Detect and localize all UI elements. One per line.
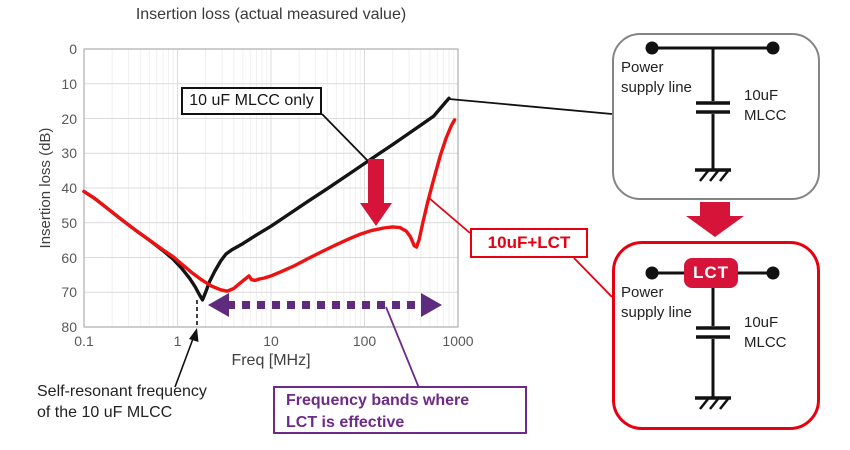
terminal-dot — [645, 41, 659, 55]
capacitor-label-top-line1: 10uF — [744, 87, 779, 104]
y-tick-label: 30 — [61, 145, 77, 162]
power-supply-label-bottom: Power supply line — [621, 283, 692, 323]
x-tick-label: 100 — [352, 333, 377, 349]
y-tick-label: 70 — [61, 284, 77, 301]
y-tick-label: 20 — [61, 110, 77, 127]
frequency-band-note-line1: Frequency bands where — [286, 392, 470, 409]
label-mlcc-plus-lct: 10uF+LCT — [470, 228, 588, 258]
terminal-dot — [645, 266, 659, 280]
x-tick-label: 1000 — [442, 333, 474, 349]
y-tick-label: 50 — [61, 214, 77, 231]
red-curve-to-label-connector — [428, 197, 471, 234]
mlcc-only-connector-line — [321, 113, 368, 161]
y-tick-label: 60 — [61, 249, 77, 266]
ground-hatch-icon — [699, 398, 709, 410]
capacitor-label-top-line2: MLCC — [744, 107, 787, 124]
frequency-band-arrow-left-head — [208, 293, 229, 317]
plot-border — [83, 48, 459, 328]
frequency-band-note: Frequency bands where LCT is effective — [273, 386, 527, 434]
y-tick-label: 80 — [61, 319, 77, 335]
self-resonant-note-line1: Self-resonant frequency — [37, 383, 207, 400]
self-resonant-note: Self-resonant frequency of the 10 uF MLC… — [37, 381, 207, 423]
black-curve-to-circuit-connector — [448, 98, 613, 115]
x-tick-label: 0.1 — [74, 333, 94, 349]
circuit-transition-arrow — [686, 202, 744, 237]
capacitor-label-top: 10uF MLCC — [744, 86, 787, 126]
self-resonant-annotation-arrow-line — [174, 335, 195, 388]
label-mlcc-only: 10 uF MLCC only — [181, 87, 322, 115]
label-to-red-circuit-connector — [573, 257, 613, 298]
y-tick-label: 10 — [61, 75, 77, 92]
lct-component-badge: LCT — [684, 258, 738, 288]
self-resonant-annotation-arrow-head — [189, 328, 199, 342]
x-tick-label: 1 — [173, 333, 182, 349]
capacitor-label-bottom-line1: 10uF — [744, 314, 779, 331]
ground-hatch-icon — [709, 170, 719, 182]
ground-hatch-icon — [709, 398, 719, 410]
power-supply-label-top-line2: supply line — [621, 79, 692, 96]
terminal-dot — [766, 266, 780, 280]
frequency-band-note-line2: LCT is effective — [286, 414, 405, 431]
band-arrow-to-purple-box-connector — [385, 306, 420, 389]
ground-hatch-icon — [719, 170, 729, 182]
frequency-band-arrow-right-head — [421, 293, 442, 317]
power-supply-label-top: Power supply line — [621, 58, 692, 98]
power-supply-label-bottom-line1: Power — [621, 284, 664, 301]
capacitor-label-bottom-line2: MLCC — [744, 334, 787, 351]
x-axis-title: Freq [MHz] — [231, 352, 311, 369]
capacitor-label-bottom: 10uF MLCC — [744, 313, 787, 353]
curve-mlcc-lct — [82, 118, 457, 293]
power-supply-label-bottom-line2: supply line — [621, 304, 692, 321]
ground-hatch-icon — [719, 398, 729, 410]
self-resonant-note-line2: of the 10 uF MLCC — [37, 404, 173, 421]
y-tick-label: 0 — [69, 41, 77, 57]
power-supply-label-top-line1: Power — [621, 59, 664, 76]
x-tick-label: 10 — [263, 333, 279, 349]
ground-hatch-icon — [699, 170, 709, 182]
chart-title: Insertion loss (actual measured value) — [135, 6, 407, 23]
y-tick-label: 40 — [61, 180, 77, 196]
improvement-down-arrow — [360, 159, 392, 226]
terminal-dot — [766, 41, 780, 55]
